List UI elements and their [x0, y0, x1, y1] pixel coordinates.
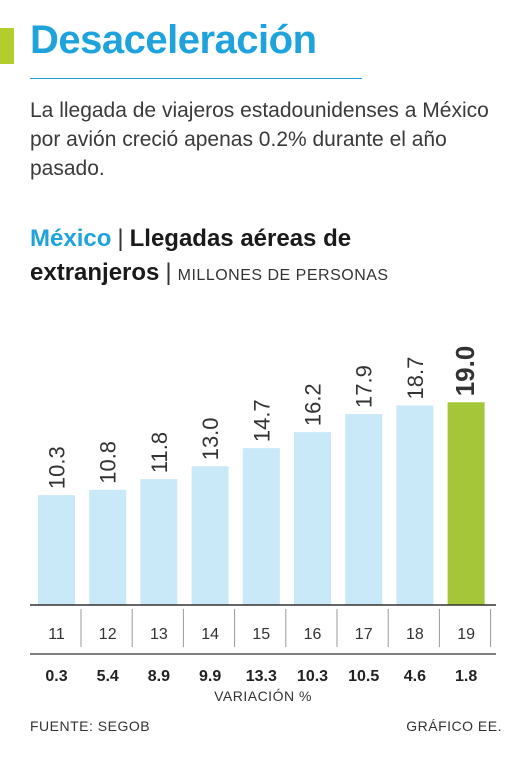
bar	[447, 402, 485, 605]
x-tick-label: 13	[150, 626, 168, 643]
variation-label: VARIACIÓN %	[214, 688, 312, 704]
bar-value-label: 10.8	[96, 441, 121, 484]
variation-value: 8.9	[148, 668, 170, 685]
heading-separator: |	[165, 259, 172, 286]
x-tick-label: 15	[252, 626, 270, 643]
variation-value: 0.3	[45, 668, 67, 685]
chart-unit: MILLONES DE PERSONAS	[177, 267, 389, 284]
x-tick-label: 11	[48, 626, 65, 643]
bar-value-label: 11.8	[147, 432, 172, 473]
bar-value-label: 14.7	[249, 399, 274, 442]
x-tick-label: 12	[99, 626, 117, 643]
bar	[140, 479, 178, 605]
bar	[396, 405, 434, 605]
bar	[242, 448, 280, 605]
bar	[345, 414, 383, 605]
variation-value: 1.8	[455, 668, 477, 685]
bar	[294, 432, 331, 605]
x-tick-label: 18	[406, 626, 424, 643]
chart-title: Llegadas aéreas de extranjeros	[30, 225, 352, 286]
x-tick-label: 16	[304, 626, 322, 643]
page-title: Desaceleración	[30, 18, 317, 62]
bar-value-label: 18.7	[403, 357, 428, 400]
x-tick-label: 17	[355, 626, 373, 643]
variation-value: 10.3	[297, 668, 328, 685]
bar	[89, 489, 127, 605]
chart-country: México	[30, 225, 112, 252]
bar-value-label: 10.3	[45, 446, 70, 489]
graphic-credit: GRÁFICO EE.	[406, 718, 502, 734]
bar-value-label: 17.9	[352, 365, 377, 408]
bar-value-label: 13.0	[198, 417, 223, 460]
bar	[38, 495, 75, 605]
x-tick-label: 14	[201, 626, 219, 643]
bar-value-label: 16.2	[301, 383, 326, 426]
source-note: FUENTE: SEGOB	[30, 718, 151, 734]
variation-value: 10.5	[348, 668, 379, 685]
title-accent-bar	[0, 28, 14, 64]
variation-value: 5.4	[97, 668, 119, 685]
heading-separator: |	[117, 225, 124, 252]
page-subtitle: La llegada de viajeros estadounidenses a…	[30, 99, 489, 180]
variation-value: 13.3	[246, 668, 277, 685]
title-underline	[30, 78, 362, 79]
bar-value-label: 19.0	[450, 346, 480, 397]
bar	[191, 466, 229, 605]
chart-heading: México | Llegadas aéreas de extranjeros | MI…	[30, 222, 500, 293]
bar-chart: 10.3 11 0.3 10.8 12 5.4 11.8 13 8.9 13.0 14 9.9 14.7…	[30, 346, 496, 685]
x-tick-label: 19	[457, 626, 475, 643]
variation-value: 9.9	[199, 668, 221, 685]
variation-value: 4.6	[404, 668, 426, 685]
